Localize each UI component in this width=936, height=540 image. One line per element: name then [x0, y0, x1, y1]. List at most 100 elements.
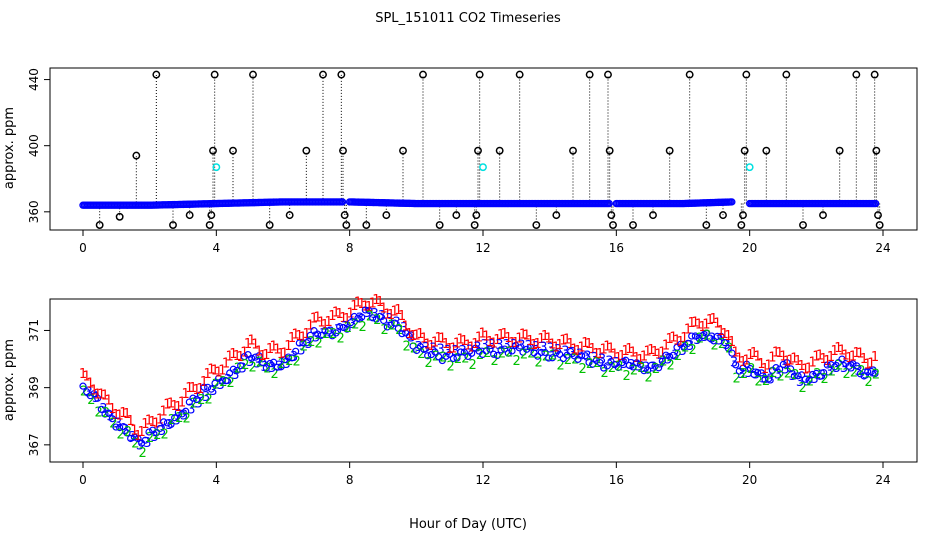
bottom-circle-point: [189, 394, 197, 402]
bottom-series-1-mark: 1: [229, 347, 237, 362]
bottom-series-1-mark: 1: [570, 343, 578, 358]
top-spike-point: [169, 221, 177, 229]
bottom-series-2-mark: 2: [175, 411, 183, 426]
top-spike-point: [552, 211, 561, 220]
bottom-series-1-mark: 1: [101, 388, 109, 403]
bottom-series-1-mark: 1: [677, 335, 685, 350]
bottom-series-1-mark: 1: [277, 347, 285, 362]
bottom-circle-point: [86, 392, 94, 400]
bottom-series-1-mark: 1: [207, 362, 215, 377]
top-spike-point: [604, 70, 612, 79]
bottom-series-1-mark: 1: [801, 363, 809, 378]
bottom-circle-point: [732, 361, 740, 369]
bottom-series-1-mark: 1: [757, 357, 765, 372]
top-spike-point: [95, 221, 104, 229]
top-x-tick-label: 16: [609, 241, 624, 255]
bottom-x-tick-label: 24: [875, 473, 890, 487]
bottom-series-1-mark: 1: [508, 336, 516, 351]
bottom-series-1-mark: 1: [812, 350, 820, 365]
bottom-series-2-mark: 2: [227, 376, 235, 391]
bottom-circle-point: [787, 365, 795, 373]
bottom-series-2-mark: 2: [835, 358, 843, 373]
bottom-series-1-mark: 1: [453, 336, 461, 351]
bottom-series-1-mark: 1: [728, 335, 736, 350]
bottom-series-1-mark: 1: [365, 300, 373, 315]
bottom-series-1-mark: 1: [563, 332, 571, 347]
bottom-circle-point: [387, 321, 395, 329]
bottom-series-1-mark: 1: [490, 337, 498, 352]
bottom-series-2-mark: 2: [395, 323, 403, 338]
bottom-series-1-mark: 1: [783, 354, 791, 369]
bottom-series-3-mark: 3: [459, 344, 467, 359]
bottom-circle-point: [145, 428, 153, 436]
bottom-circle-point: [134, 435, 142, 443]
bottom-series-3-mark: 3: [715, 334, 723, 349]
bottom-series-1-mark: 1: [105, 394, 113, 409]
bottom-series-1-mark: 1: [706, 313, 714, 328]
bottom-series-1-mark: 1: [127, 414, 135, 429]
bottom-series-1-mark: 1: [145, 413, 153, 428]
bottom-circle-point: [200, 383, 208, 391]
bottom-series-2-mark: 2: [241, 358, 249, 373]
bottom-series-3-mark: 3: [253, 356, 261, 371]
bottom-circle-point: [662, 351, 670, 359]
bottom-series-2-mark: 2: [212, 378, 220, 393]
bottom-series-1-mark: 1: [545, 332, 553, 347]
bottom-series-2-mark: 2: [337, 332, 345, 347]
bottom-series-1-mark: 1: [420, 332, 428, 347]
bottom-series-3-mark: 3: [114, 416, 122, 431]
bottom-series-1-mark: 1: [779, 350, 787, 365]
bottom-circle-point: [127, 434, 135, 443]
bottom-circle-point: [97, 405, 105, 413]
bottom-series-3-mark: 3: [239, 361, 247, 376]
bottom-circle-point: [482, 347, 490, 355]
bottom-series-2-mark: 2: [388, 319, 396, 334]
bottom-series-2-mark: 2: [674, 349, 682, 364]
bottom-circle-point: [222, 377, 230, 385]
bottom-circle-point: [545, 354, 553, 362]
bottom-circle-point: [90, 390, 98, 398]
bottom-series-1-mark: 1: [152, 416, 160, 431]
bottom-circle-point: [504, 349, 512, 357]
top-spike-point: [382, 211, 391, 220]
bottom-series-1-mark: 1: [735, 351, 743, 366]
bottom-circle-point: [336, 323, 344, 331]
top-spike-point: [495, 146, 504, 155]
bottom-series-3-mark: 3: [209, 384, 217, 399]
bottom-series-3-mark: 3: [422, 341, 430, 356]
bottom-series-2-mark: 2: [168, 413, 176, 428]
bottom-series-3-mark: 3: [671, 348, 679, 363]
bottom-series-2-mark: 2: [146, 431, 154, 446]
top-baseline-points: [79, 198, 880, 209]
bottom-series-3-mark: 3: [385, 312, 393, 327]
bottom-circle-point: [552, 349, 560, 357]
bottom-circle-point: [746, 364, 754, 373]
bottom-series-2-mark: 2: [131, 437, 139, 452]
bottom-series-1-mark: 1: [182, 387, 190, 402]
bottom-series-1-mark: 1: [512, 336, 520, 351]
bottom-series-1-mark: 1: [457, 332, 465, 347]
bottom-series-3-mark: 3: [840, 361, 848, 376]
bottom-series-1-mark: 1: [435, 331, 443, 346]
bottom-series-2-mark: 2: [806, 375, 814, 390]
top-y-tick-label: 360: [27, 200, 41, 223]
bottom-circle-point: [295, 339, 303, 347]
bottom-circle-point: [798, 371, 806, 379]
bottom-series-1-mark: 1: [119, 406, 127, 421]
top-baseline-point: [605, 199, 613, 208]
top-spike-point: [532, 221, 541, 229]
top-spike-point: [782, 70, 791, 79]
bottom-series-3-mark: 3: [261, 360, 269, 375]
bottom-series-1-mark: 1: [387, 308, 395, 323]
bottom-series-1-mark: 1: [567, 337, 575, 352]
bottom-circle-point: [453, 354, 461, 362]
bottom-series-1-mark: 1: [585, 337, 593, 352]
bottom-series-2-mark: 2: [285, 354, 293, 369]
bottom-series-1-mark: 1: [838, 343, 846, 358]
bottom-series-2-mark: 2: [307, 335, 315, 350]
bottom-series-1-mark: 1: [537, 332, 545, 347]
bottom-circle-point: [438, 356, 446, 365]
bottom-series-1-mark: 1: [299, 331, 307, 346]
top-spike-point: [337, 70, 346, 79]
